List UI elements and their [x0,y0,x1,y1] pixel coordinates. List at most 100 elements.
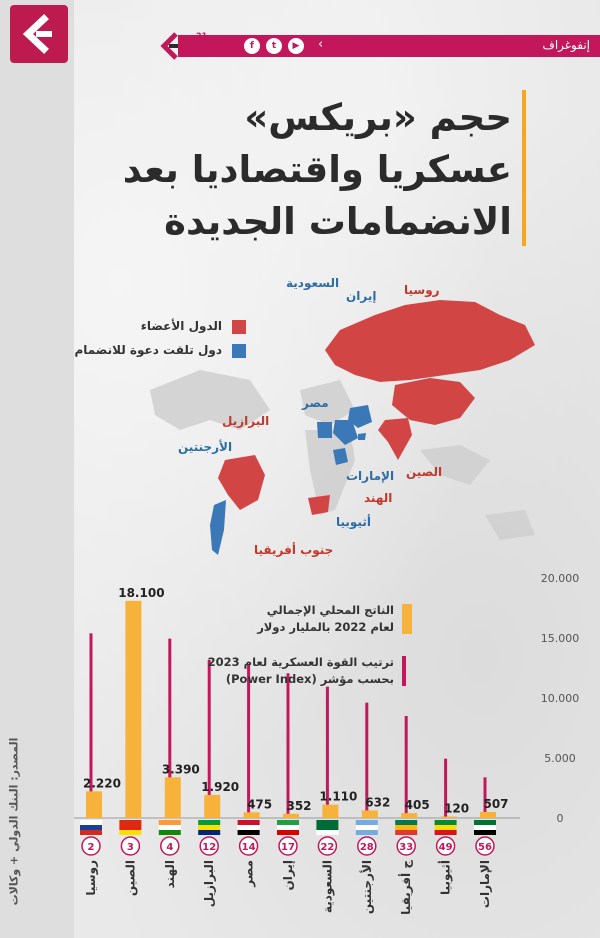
power-rank-bar [365,702,369,818]
label-south-africa: جنوب أفريقيا [254,543,334,557]
gdp-bar [164,777,181,818]
category-label: الإمارات [478,860,492,908]
chart-svg: 0 5.000 10.000 15.000 20.000 2.220 18.100 3.390… [74,572,580,915]
flag-stripe [316,820,339,825]
gdp-data-label: 3.390 [162,762,200,776]
flag-stripe [355,830,378,835]
gdp-data-label: 632 [365,795,390,809]
ethiopia-shape [333,448,348,465]
rank-label: 12 [202,842,216,853]
label-ethiopia: أثيوبيا [336,515,371,529]
label-russia: روسيا [404,283,440,297]
argentina-shape [210,500,226,555]
brics-chart: 0 5.000 10.000 15.000 20.000 2.220 18.100 3.390… [0,570,600,938]
label-egypt: مصر [302,396,329,410]
source-note: المصدر: البنك الدولي + وكالات [4,720,24,930]
uae-shape [358,433,366,440]
category-label: البرازيل [202,860,216,907]
rank-circle [317,836,338,856]
gdp-data-label: 1.920 [201,780,239,794]
flag-stripe [395,820,418,825]
power-rank-bar [483,777,487,818]
power-rank-bar [89,633,93,818]
flag-stripe [198,830,221,835]
rank-label: 49 [439,842,453,853]
saudi-shape [333,420,358,445]
source-text: المصدر: البنك الدولي + وكالات [7,737,21,906]
flag-stripe [80,820,102,825]
rank-label: 22 [320,842,334,853]
legend-gdp-line2: لعام 2022 بالمليار دولار [257,620,394,634]
category-label: إيران [281,860,295,890]
flag-stripe [198,820,221,825]
gdp-data-label: 120 [444,802,469,816]
rank-circle [475,836,495,856]
gdp-bar [243,812,260,818]
category-label: الصين [123,860,137,896]
page-title: حجم «بريكس» عسكريا واقتصاديا بعد الانضما… [92,92,512,248]
china-shape [392,378,475,425]
flag-stripe [277,830,299,835]
label-brazil: البرازيل [222,414,270,428]
world-land [150,370,535,540]
section-label[interactable]: إنفوغراف [542,38,590,52]
flag-stripe [395,825,418,830]
flag-stripe [80,830,102,835]
gdp-bar [322,804,339,818]
gdp-bar [86,791,102,818]
rank-circle [238,836,259,856]
flag-stripe [434,825,457,830]
label-uae: الإمارات [346,469,395,483]
india-shape [378,418,412,460]
rank-circle [435,836,456,856]
category-label: ج أفريقيا [398,860,413,915]
rank-circle [357,836,377,856]
gdp-data-label: 352 [286,799,311,813]
rank-label: 28 [360,842,374,853]
label-iran: إيران [346,289,377,303]
y-tick-label: 10.000 [541,692,580,705]
title-line-1: حجم «بريكس» [244,96,512,139]
legend-member-label: الدول الأعضاء [140,319,222,333]
flag-stripe [395,830,418,835]
legend-invited-label: دول تلقت دعوة للانضمام [74,343,222,357]
power-rank-bar [286,673,290,818]
legend-invited-swatch [232,344,246,358]
flag-stripe [474,820,496,825]
gdp-bar [480,811,496,818]
gdp-data-label: 18.100 [118,586,164,600]
flag-stripe [474,830,496,835]
flag-stripe [355,820,378,825]
facebook-icon[interactable]: f [244,38,260,54]
gdp-bar [361,810,378,818]
rank-label: 33 [399,842,413,853]
label-china: الصين [406,465,443,479]
gdp-bar [401,813,418,818]
legend-power-line2: بحسب مؤشر (Power Index) [225,672,394,686]
label-saudi: السعودية [286,276,340,290]
flag-stripe [158,830,181,835]
category-label: الأرجنتين [359,860,374,914]
rank-circle [120,836,141,856]
gdp-bar [440,816,457,818]
egypt-shape [317,422,332,438]
flag-stripe [277,820,299,825]
twitter-icon[interactable]: t [266,38,282,54]
youtube-icon[interactable]: ▶ [288,38,304,54]
flag-stripe [158,820,181,825]
member-countries [218,300,535,515]
title-line-2: عسكريا واقتصاديا بعد [122,148,512,191]
flag-stripe [158,825,181,830]
gdp-data-label: 1.110 [319,790,357,804]
legend-power: ترتيب القوة العسكرية لعام 2023 بحسب مؤشر… [208,654,394,688]
southafrica-shape [308,495,330,515]
power-rank-bar [444,758,448,818]
legend-power-swatch [402,656,406,686]
power-rank-bar [404,716,408,818]
arabi21-logo[interactable] [10,5,68,63]
y-tick-label: 0 [557,812,564,825]
flag-stripe [198,825,221,830]
flag-stripe [237,830,260,835]
label-argentina: الأرجنتين [178,440,233,454]
